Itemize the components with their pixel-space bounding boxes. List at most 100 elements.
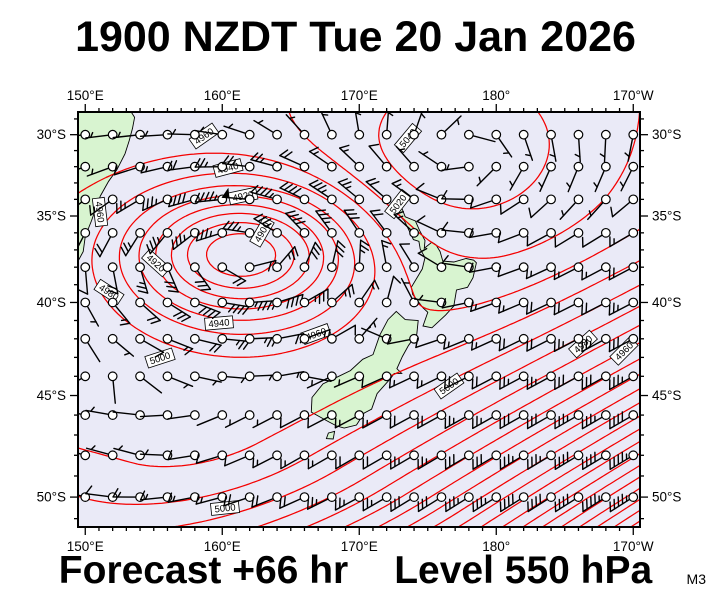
station-barb [472,450,502,470]
station-barb [553,333,584,352]
station-barb [194,158,228,172]
station-barb [306,492,337,510]
station-barb [78,129,91,140]
station-barb [217,297,250,315]
station-barb [334,410,365,429]
station-barb [195,492,228,505]
station-barb [167,449,200,461]
station-barb [107,262,119,295]
land-stewart-island [325,430,336,440]
station-barb [334,492,365,511]
station-barb [441,161,474,172]
station-barb [195,450,228,464]
station-barb [499,371,529,390]
station-barb [167,492,200,503]
station-barb [436,115,462,140]
station-barb [608,297,639,316]
station-barb [94,227,118,258]
station-barb [527,492,556,513]
station-barb [393,211,419,238]
station-barb [85,445,118,461]
station-barb [223,123,255,140]
station-barb [491,129,513,158]
station-barb [362,492,392,512]
svg-text:4940: 4940 [208,317,230,330]
station-barb [444,371,474,390]
station-barb [250,152,282,172]
station-barb [107,297,131,326]
station-barb [252,410,282,429]
station-barb [444,410,474,429]
station-barb [162,262,179,293]
map-area: 4960494049204900496049204980494049605000… [78,112,640,527]
station-barb [222,220,255,238]
station-barb [80,333,101,363]
station-barb [417,410,447,429]
station-barb [608,333,639,353]
station-barb [221,187,255,205]
station-barb [78,410,91,420]
station-barb [194,191,228,205]
chart-title: 1900 NZDT Tue 20 Jan 2026 [75,13,636,61]
station-barb [222,155,255,172]
station-barb [299,329,331,344]
station-barb [418,150,447,172]
station-barb [526,333,556,352]
station-barb [361,371,392,389]
station-barb [416,371,447,389]
station-barb [78,262,91,295]
station-barb [497,227,529,244]
station-barb [135,371,163,394]
lon-tick-label-bottom: 150°E [67,539,104,554]
station-barb [525,262,556,280]
station-barb [337,178,365,205]
station-barb [538,161,556,193]
station-barb [390,450,419,470]
station-barb [526,371,556,390]
station-barb [280,450,310,470]
station-barb [333,371,365,388]
station-barb [609,492,639,513]
station-barb [78,492,91,502]
station-barb [498,297,529,314]
station-barb [581,492,611,513]
station-barb [470,297,502,312]
lon-tick-label-top: 170°E [341,88,378,103]
station-barb [499,450,529,470]
station-barb [609,450,639,470]
station-barb [272,370,305,382]
station-barb [417,492,447,513]
station-barb [609,227,639,248]
station-barb [279,149,310,172]
lat-tick-label-left: 30°S [37,127,66,142]
station-barb [468,227,502,239]
lon-tick-label-bottom: 160°E [204,539,241,554]
station-barb [85,406,118,420]
contour-level-4840 [456,415,640,527]
station-barb [315,209,337,238]
level-label: Level 550 hPa [394,549,653,592]
station-barb [335,450,365,470]
station-barb [107,371,118,404]
station-barb [250,184,282,205]
station-barb [528,194,556,219]
station-barb [581,450,611,470]
station-barb [444,492,474,513]
station-barb [135,262,149,294]
station-barb [443,333,474,350]
chart-footer: Forecast +66 hr Level 550 hPa [0,549,711,593]
station-barb [599,129,611,163]
station-barb [476,161,502,187]
station-barb [573,129,584,163]
station-barb [80,297,100,327]
station-barb [139,410,173,420]
station-barb [167,410,200,420]
station-barb [146,227,173,255]
station-barb [509,161,529,191]
station-barb [399,243,419,273]
model-watermark: M3 [686,571,706,587]
contour-label: 4940 [204,315,234,331]
station-barb [78,161,91,172]
